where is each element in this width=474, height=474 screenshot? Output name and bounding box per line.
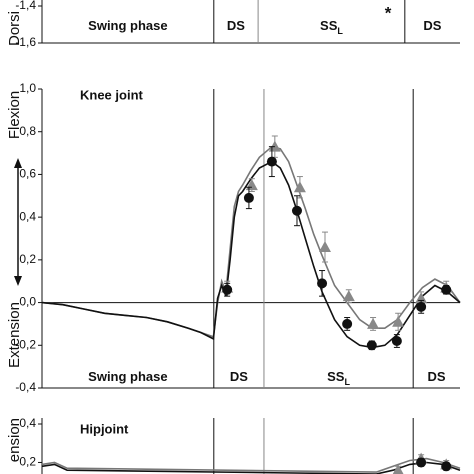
y-axis-label: Extension xyxy=(6,302,23,368)
curve xyxy=(41,145,461,338)
y-tick-label: 0,4 xyxy=(19,209,36,223)
marker xyxy=(441,284,452,295)
phase-label: Swing phase xyxy=(88,369,167,384)
phase-label: DS xyxy=(227,18,245,33)
curve xyxy=(41,461,461,474)
y-tick-label: 0,8 xyxy=(19,124,36,138)
marker xyxy=(416,457,427,468)
phase-label: Swing phase xyxy=(88,18,167,33)
phase-subscript: L xyxy=(344,377,350,387)
marker xyxy=(392,315,405,327)
y-tick-label: 0,6 xyxy=(19,167,36,181)
phase-label: SSL xyxy=(320,18,343,36)
marker xyxy=(391,336,402,347)
phase-text: Swing phase xyxy=(88,18,167,33)
y-tick-label: -0,2 xyxy=(15,337,36,351)
curve xyxy=(41,160,461,349)
phase-label: DS xyxy=(428,369,446,384)
y-axis-label: Flexion xyxy=(6,91,23,139)
phase-label: DS xyxy=(423,18,441,33)
phase-text: SS xyxy=(327,369,345,384)
y-axis-label: ension xyxy=(6,418,23,462)
y-tick-label: 0,4 xyxy=(19,416,36,430)
marker xyxy=(416,301,427,312)
marker xyxy=(243,192,254,203)
marker xyxy=(266,156,277,167)
y-tick-label: 0,0 xyxy=(19,295,36,309)
panel-title: Hipjoint xyxy=(80,421,129,436)
y-tick-label: -1,4 xyxy=(15,0,36,12)
marker xyxy=(293,181,306,193)
y-tick-label: 0,2 xyxy=(19,455,36,469)
marker xyxy=(291,205,302,216)
y-tick-label: -0,4 xyxy=(15,380,36,394)
y-tick-label: -1,6 xyxy=(15,35,36,49)
phase-subscript: L xyxy=(337,26,343,36)
marker xyxy=(342,318,353,329)
y-tick-label: 0,2 xyxy=(19,252,36,266)
marker xyxy=(342,290,355,302)
phase-text: DS xyxy=(230,369,248,384)
phase-text: DS xyxy=(423,18,441,33)
marker xyxy=(317,278,328,289)
phase-label: SSL xyxy=(327,369,350,387)
phase-text: DS xyxy=(428,369,446,384)
curve xyxy=(41,457,461,473)
arrow xyxy=(14,158,22,286)
marker xyxy=(222,284,233,295)
phase-label: DS xyxy=(230,369,248,384)
marker xyxy=(366,340,377,351)
marker xyxy=(367,317,380,329)
y-axis-label: Dorsi xyxy=(6,11,23,46)
phase-text: Swing phase xyxy=(88,369,167,384)
panel-title: Knee joint xyxy=(80,87,144,102)
phase-text: SS xyxy=(320,18,338,33)
marker xyxy=(392,464,404,474)
y-tick-label: 1,0 xyxy=(19,81,36,95)
phase-text: DS xyxy=(227,18,245,33)
annotation: * xyxy=(385,3,392,22)
marker xyxy=(441,461,452,472)
marker xyxy=(318,241,331,253)
